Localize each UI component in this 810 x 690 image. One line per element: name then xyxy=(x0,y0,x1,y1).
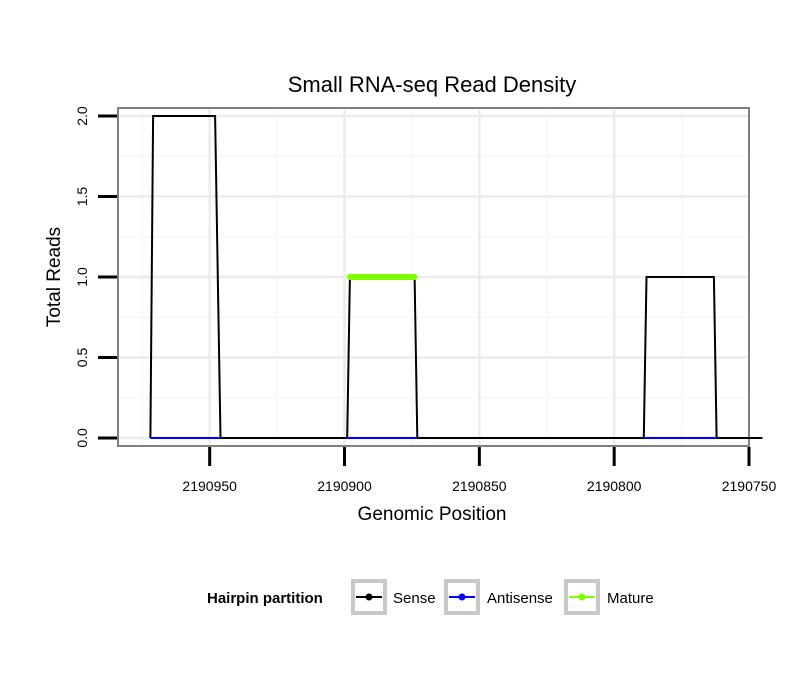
legend-label: Mature xyxy=(607,590,654,607)
x-tick-label: 2190850 xyxy=(452,478,507,494)
legend-item-mature: Mature xyxy=(564,579,654,615)
legend-label: Sense xyxy=(393,590,436,607)
y-tick-label: 0.5 xyxy=(74,348,90,368)
plot-frame xyxy=(117,107,750,447)
axes: 2190950 2190900 2190850 2190800 2190750 0.0 0.… xyxy=(74,106,776,494)
y-tick-label: 2.0 xyxy=(74,106,90,126)
y-tick-label: 1.5 xyxy=(74,187,90,207)
legend-title: Hairpin partition xyxy=(207,590,323,607)
x-tick-label: 2190950 xyxy=(182,478,237,494)
legend-key-point xyxy=(365,593,373,601)
x-axis-label: Genomic Position xyxy=(358,504,507,525)
legend-item-sense: Sense xyxy=(351,579,436,615)
x-tick-label: 2190900 xyxy=(317,478,372,494)
legend: Hairpin partition Sense Antisense Mature xyxy=(207,579,654,615)
legend-label: Antisense xyxy=(487,590,553,607)
x-tick-label: 2190800 xyxy=(587,478,642,494)
chart-title: Small RNA-seq Read Density xyxy=(288,72,577,97)
legend-items: Sense Antisense Mature xyxy=(351,579,654,615)
legend-item-antisense: Antisense xyxy=(444,579,553,615)
legend-key-point xyxy=(578,593,586,601)
y-tick-label: 0.0 xyxy=(74,428,90,448)
x-tick-label: 2190750 xyxy=(722,478,777,494)
series-group xyxy=(149,115,763,439)
y-axis-label: Total Reads xyxy=(44,227,65,327)
legend-key-point xyxy=(458,593,466,601)
y-tick-label: 1.0 xyxy=(74,267,90,287)
